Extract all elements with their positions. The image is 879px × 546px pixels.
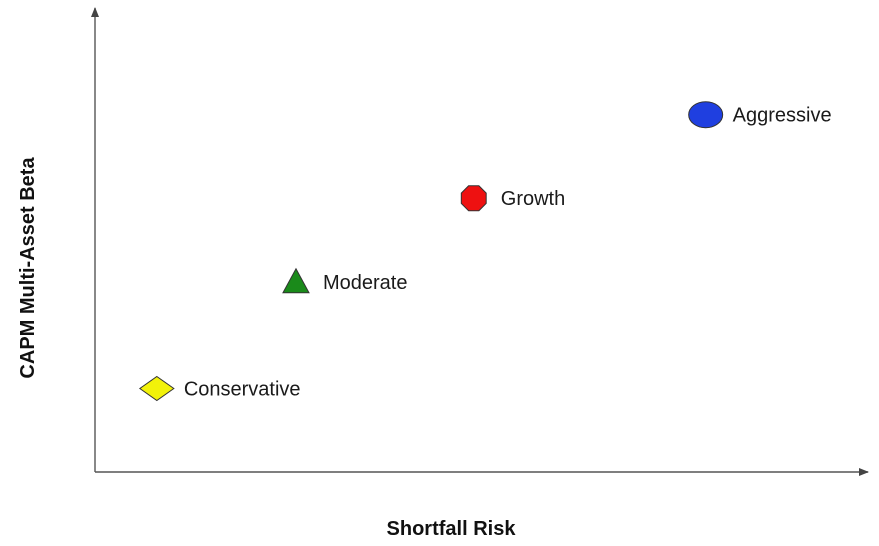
point-marker-conservative bbox=[138, 375, 175, 402]
point-aggressive: Aggressive bbox=[688, 101, 832, 129]
point-moderate: Moderate bbox=[282, 267, 408, 294]
point-marker-growth bbox=[460, 185, 487, 212]
data-points: Conservative Moderate Growth Aggressive bbox=[138, 101, 832, 402]
point-marker-moderate bbox=[282, 267, 310, 294]
point-marker-aggressive bbox=[688, 101, 724, 129]
point-growth: Growth bbox=[460, 185, 565, 212]
point-label-moderate: Moderate bbox=[323, 272, 408, 294]
point-conservative: Conservative bbox=[138, 375, 301, 402]
y-axis-title: CAPM Multi-Asset Beta bbox=[17, 157, 39, 379]
point-label-conservative: Conservative bbox=[184, 378, 301, 400]
x-axis-title: Shortfall Risk bbox=[387, 518, 517, 540]
point-label-aggressive: Aggressive bbox=[733, 105, 832, 127]
point-label-growth: Growth bbox=[501, 188, 565, 210]
